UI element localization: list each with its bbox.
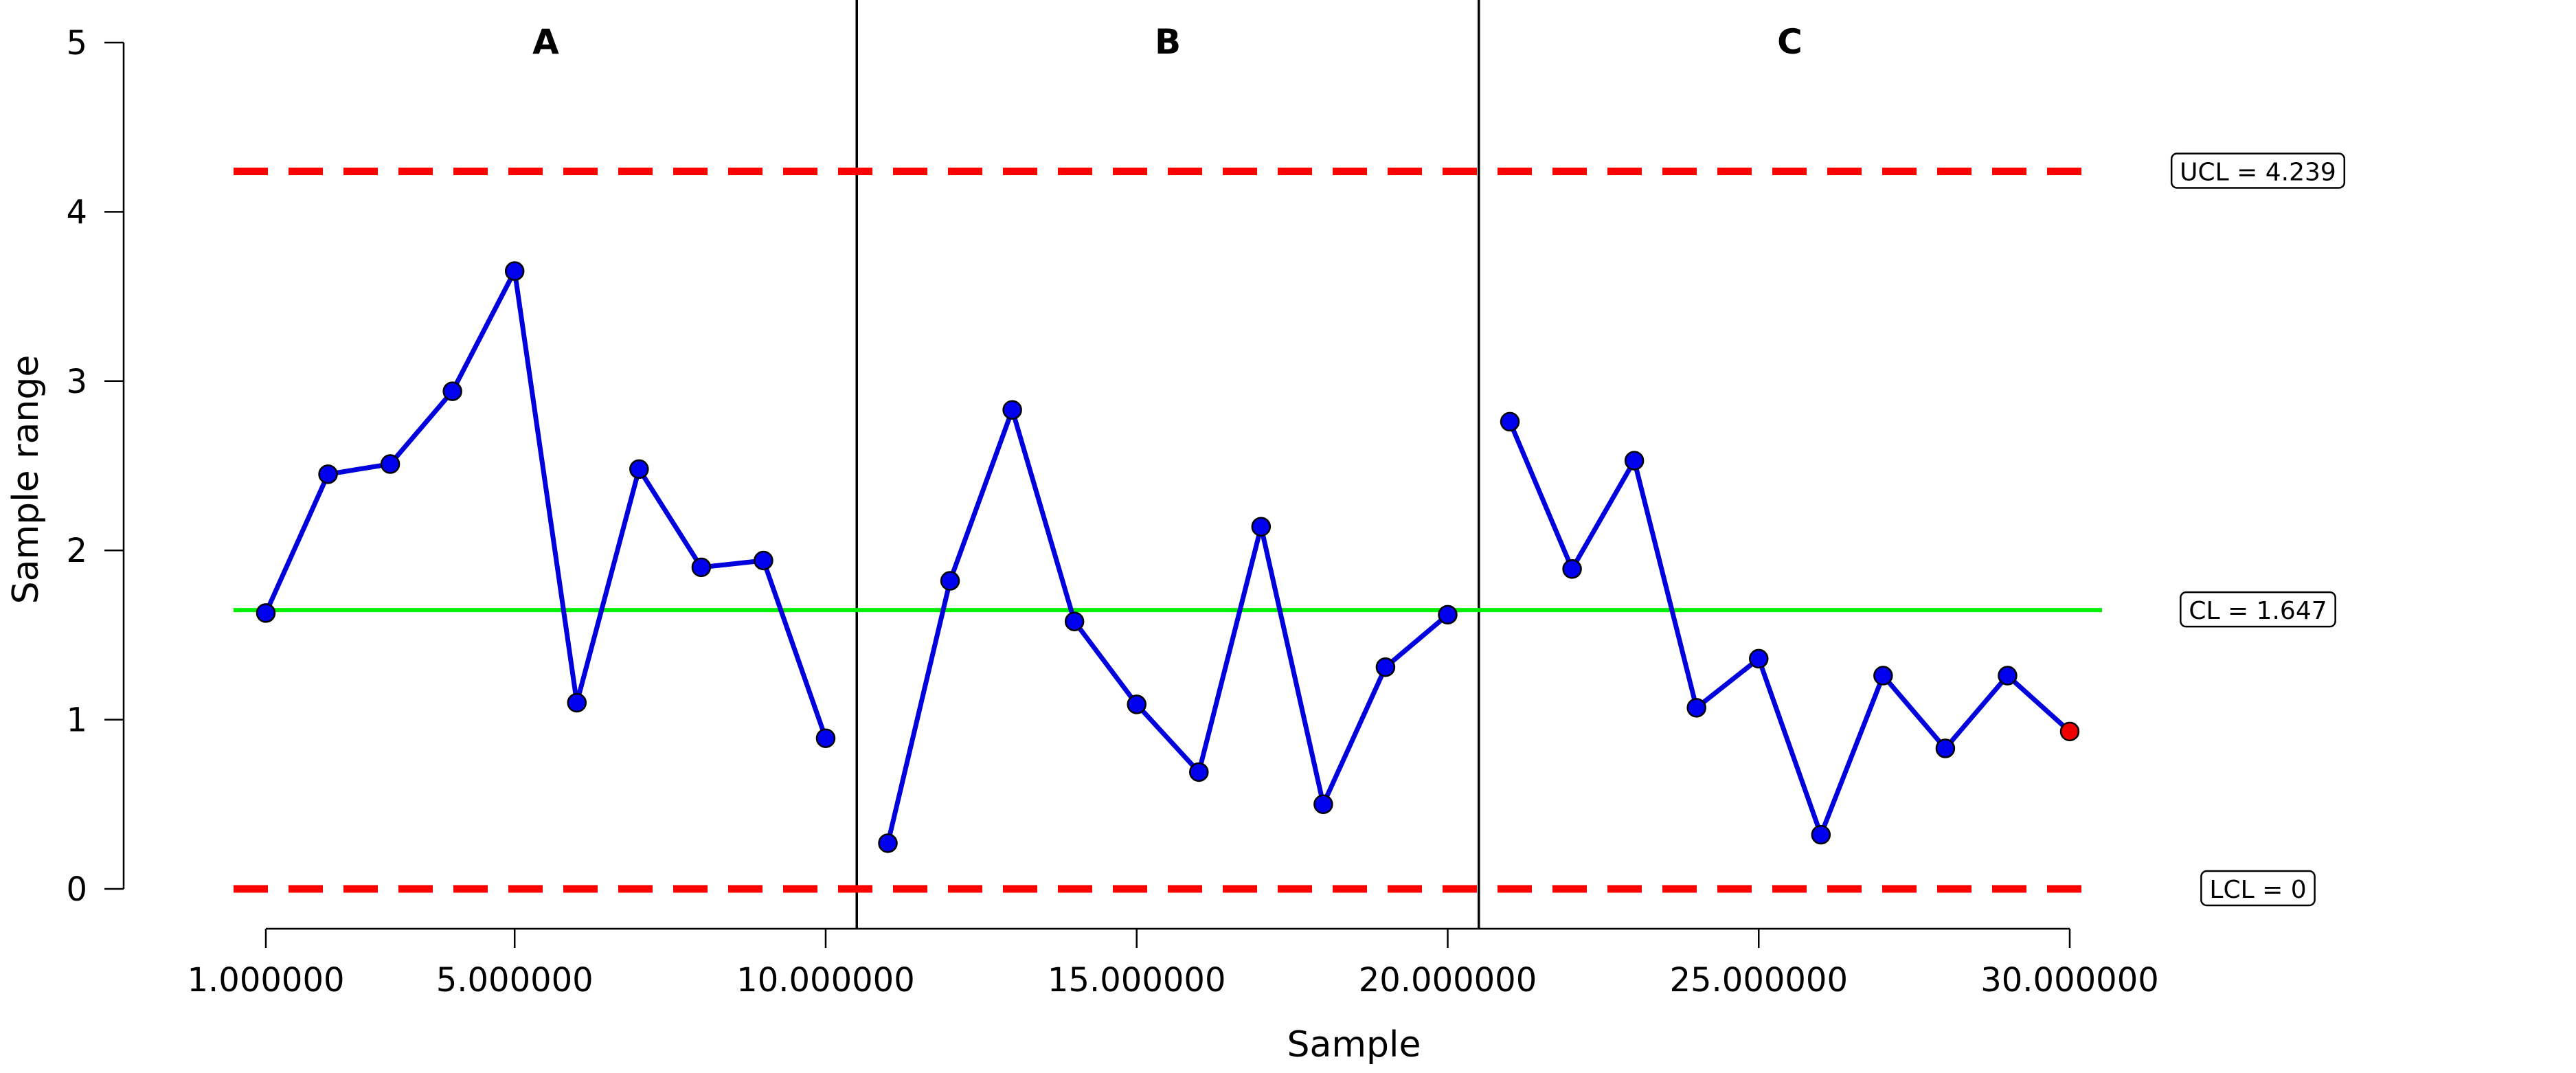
- series-line-phase-c: [1507, 420, 2072, 837]
- phase-label-c: C: [1777, 22, 1803, 62]
- x-axis-title: Sample: [1287, 1024, 1421, 1065]
- x-tick-label: 10.000000: [736, 961, 915, 999]
- data-point: [504, 261, 525, 281]
- data-point: [629, 459, 649, 479]
- x-tick-label: 20.000000: [1359, 961, 1537, 999]
- data-point: [1127, 694, 1146, 714]
- x-tick-label: 30.000000: [1980, 961, 2159, 999]
- lcl-label: LCL = 0: [2209, 876, 2306, 904]
- data-series: [256, 261, 2080, 853]
- control-limits: [234, 168, 2102, 893]
- axes: 0 1 2 3 4 5 1.000000 5.000000 10.000000 15.000000…: [66, 24, 2158, 999]
- y-tick-label: 3: [66, 363, 87, 401]
- series-line-phase-b: [885, 407, 1449, 844]
- y-tick-label: 1: [66, 701, 87, 740]
- data-point: [1562, 559, 1582, 579]
- data-point: [1935, 738, 1956, 758]
- data-point: [1748, 648, 1769, 669]
- data-point: [940, 571, 960, 591]
- data-point: [815, 728, 836, 748]
- phase-label-a: A: [532, 22, 559, 62]
- data-point: [1811, 824, 1831, 845]
- phase-boundaries: [855, 0, 1480, 929]
- data-point: [1438, 605, 1458, 625]
- data-point: [1624, 451, 1645, 471]
- data-point: [1998, 666, 2018, 686]
- data-point: [256, 603, 276, 623]
- data-point: [1313, 794, 1333, 815]
- y-tick-label: 0: [66, 870, 87, 909]
- data-point: [442, 381, 462, 401]
- data-point: [1002, 400, 1022, 420]
- data-point: [1500, 411, 1520, 432]
- ucl-label-box: [2170, 153, 2346, 189]
- data-point: [1686, 698, 1706, 718]
- chart-labels: A B C UCL = 4.239 CL = 1.647 LCL = 0: [532, 22, 2346, 907]
- x-tick-label: 5.000000: [436, 961, 594, 999]
- data-point: [1064, 611, 1085, 631]
- data-point: [1189, 762, 1209, 782]
- y-tick-label: 4: [66, 193, 87, 231]
- data-point: [318, 464, 338, 484]
- data-point: [1375, 657, 1396, 677]
- x-tick-label: 25.000000: [1669, 961, 1848, 999]
- data-point: [754, 550, 773, 571]
- highlighted-data-point: [2059, 721, 2080, 742]
- y-tick-label: 2: [66, 532, 87, 570]
- data-point: [380, 454, 400, 474]
- y-axis-title: Sample range: [5, 355, 47, 605]
- phase-label-b: B: [1155, 22, 1181, 62]
- x-tick-label: 1.000000: [187, 961, 344, 999]
- data-point: [1873, 666, 1893, 686]
- data-point: [691, 557, 712, 578]
- data-point: [878, 833, 898, 853]
- series-line-phase-a: [263, 269, 828, 739]
- cl-label-box: [2180, 591, 2336, 628]
- lcl-label-box: [2200, 870, 2316, 907]
- x-tick-label: 15.000000: [1048, 961, 1226, 999]
- cl-label: CL = 1.647: [2189, 597, 2327, 625]
- ucl-label: UCL = 4.239: [2180, 159, 2336, 187]
- y-tick-label: 5: [66, 24, 87, 63]
- data-point: [1251, 517, 1272, 536]
- data-point: [567, 692, 587, 713]
